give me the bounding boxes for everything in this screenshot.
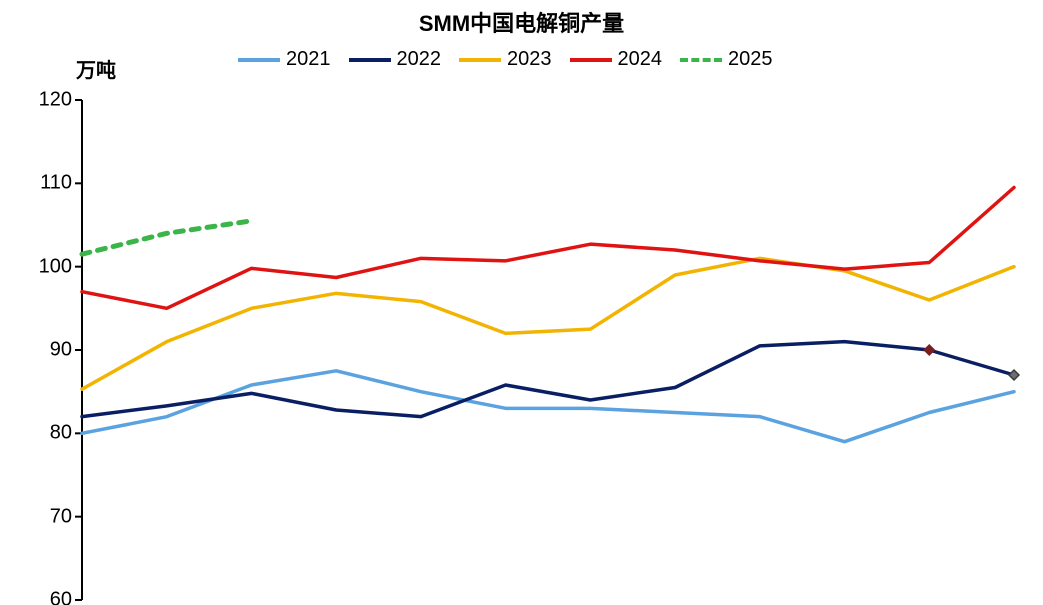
plot-area [82, 100, 1014, 600]
legend-swatch-icon [238, 58, 280, 62]
plot-svg [82, 100, 1014, 600]
ytick-label: 90 [34, 339, 72, 362]
chart-legend: 2021 2022 2023 2024 2025 [238, 48, 773, 71]
series-marker-icon [924, 345, 934, 355]
legend-item: 2022 [349, 48, 442, 71]
legend-swatch-icon [570, 58, 612, 62]
ytick-label: 110 [34, 172, 72, 195]
legend-item: 2023 [459, 48, 552, 71]
series-line [82, 188, 1014, 309]
legend-item: 2021 [238, 48, 331, 71]
series-marker-icon [1009, 370, 1019, 380]
legend-label: 2024 [618, 48, 663, 71]
legend-label: 2025 [728, 48, 773, 71]
chart-container: SMM中国电解铜产量 万吨 2021 2022 2023 2024 2025 60 70 8… [0, 0, 1043, 605]
ytick-label: 60 [34, 589, 72, 605]
ytick-label: 100 [34, 255, 72, 278]
legend-item: 2024 [570, 48, 663, 71]
ytick-label: 70 [34, 505, 72, 528]
series-line [82, 371, 1014, 442]
series-line [82, 342, 1014, 417]
legend-swatch-icon [349, 58, 391, 62]
legend-label: 2021 [286, 48, 331, 71]
series-line [82, 258, 1014, 389]
legend-label: 2022 [397, 48, 442, 71]
legend-swatch-icon [459, 58, 501, 62]
y-axis-unit-label: 万吨 [76, 54, 116, 83]
series-line [82, 221, 251, 254]
legend-swatch-icon [680, 58, 722, 62]
legend-label: 2023 [507, 48, 552, 71]
ytick-label: 120 [34, 89, 72, 112]
legend-item: 2025 [680, 48, 773, 71]
chart-title: SMM中国电解铜产量 [0, 6, 1043, 38]
ytick-label: 80 [34, 422, 72, 445]
